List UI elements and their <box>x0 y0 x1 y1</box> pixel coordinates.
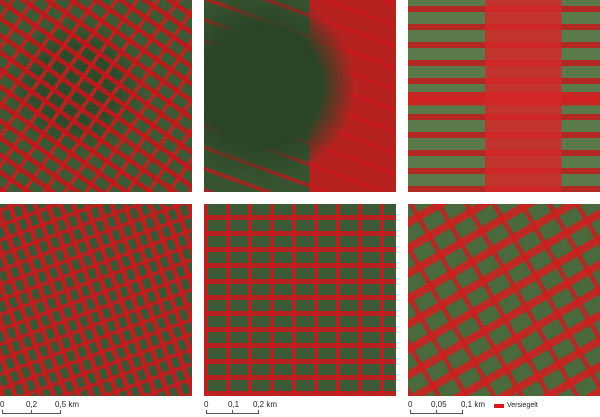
scale-label: 0,1 <box>228 400 240 409</box>
scale-label: 0,5 km <box>55 400 80 409</box>
scale-label: 0,2 km <box>253 400 278 409</box>
map-panel-1 <box>0 0 192 192</box>
scale-label: 0,2 <box>26 400 38 409</box>
map-panel-2 <box>204 0 396 192</box>
scale-label: 0,1 km <box>461 400 486 409</box>
scale-label: 0 <box>204 400 209 409</box>
legend-swatch <box>494 403 504 408</box>
map-panel-3 <box>408 0 600 192</box>
scale-label: 0 <box>408 400 413 409</box>
legend-label: Versiegelt <box>507 402 538 409</box>
scale-label: 0 <box>0 400 5 409</box>
map-panel-5 <box>204 204 396 396</box>
scale-label: 0,05 <box>431 400 447 409</box>
legend: Versiegelt <box>494 402 538 409</box>
map-panel-6 <box>408 204 600 396</box>
map-panel-4 <box>0 204 192 396</box>
